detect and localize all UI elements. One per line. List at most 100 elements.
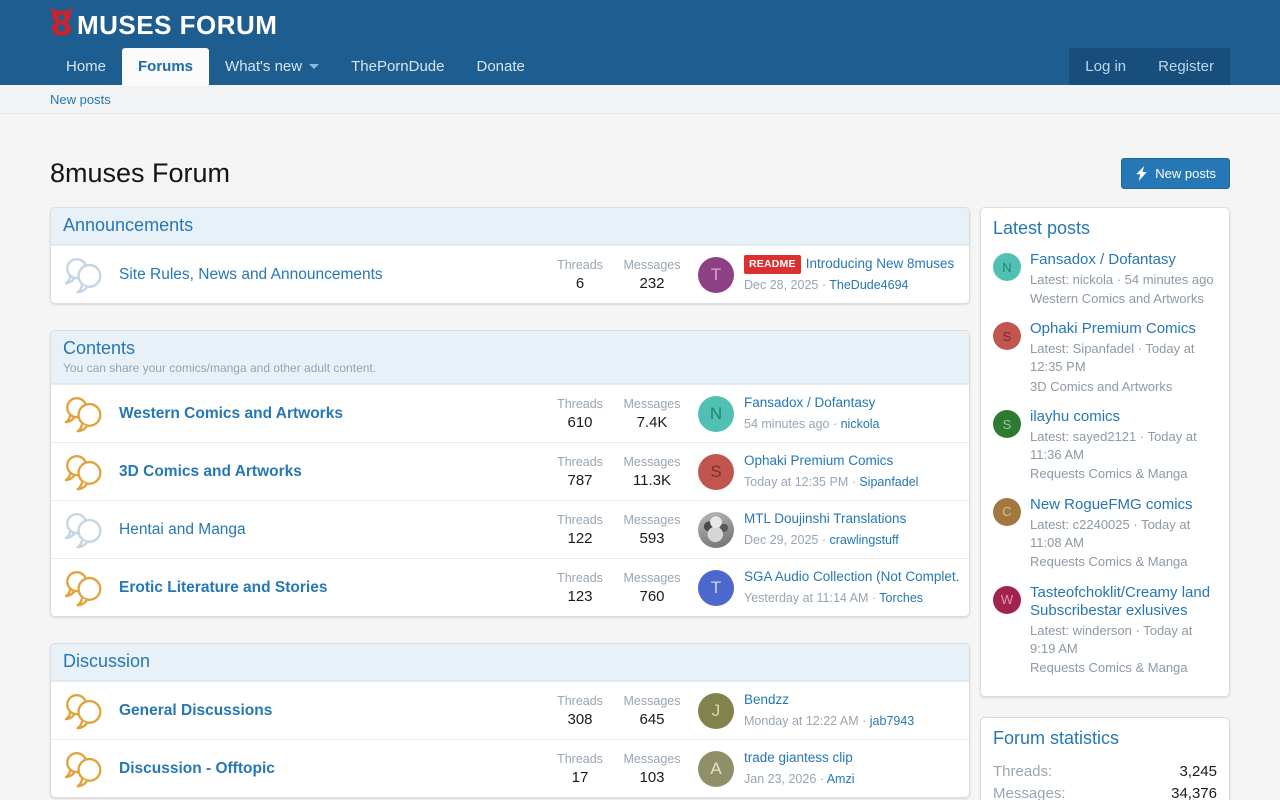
forum-statistics-title: Forum statistics xyxy=(993,727,1120,748)
sidebar: Latest posts N Fansadox / Dofantasy Late… xyxy=(980,207,1230,800)
chat-bubbles-icon xyxy=(64,512,102,548)
latest-thread-link[interactable]: Ophaki Premium Comics xyxy=(744,453,894,469)
forum-statistics-widget: Forum statistics Threads: 3,245 Messages… xyxy=(980,716,1230,800)
stat-messages: Messages: 34,376 xyxy=(993,784,1217,800)
avatar[interactable]: J xyxy=(698,692,734,729)
logo-8-icon: 8 xyxy=(50,4,73,43)
avatar[interactable]: S xyxy=(993,322,1021,351)
forum-title-link[interactable]: 3D Comics and Artworks xyxy=(119,462,302,480)
forum-row-general-discussions: General Discussions Threads 308 Messages… xyxy=(51,681,969,739)
threads-stat: Threads 6 xyxy=(544,258,616,292)
forum-row-3d-comics: 3D Comics and Artworks Threads 787 Messa… xyxy=(51,442,969,500)
forum-title-link[interactable]: Hentai and Manga xyxy=(119,520,246,538)
photo-avatar[interactable] xyxy=(698,511,734,548)
threads-stat: Threads 17 xyxy=(557,751,603,786)
messages-label: Messages xyxy=(623,257,681,272)
latest-post-thread-link[interactable]: Fansadox / Dofantasy xyxy=(1030,251,1176,268)
new-posts-button[interactable]: New posts xyxy=(1121,158,1230,189)
messages-stat: Messages 7.4K xyxy=(623,396,681,431)
avatar[interactable]: T xyxy=(698,256,734,293)
readme-badge: README xyxy=(744,255,801,274)
forum-title-link[interactable]: Site Rules, News and Announcements xyxy=(119,265,383,283)
latest-thread-link[interactable]: Fansadox / Dofantasy xyxy=(744,395,876,411)
avatar[interactable]: T xyxy=(698,569,734,606)
latest-post-thread-link[interactable]: Ophaki Premium Comics xyxy=(1030,320,1196,338)
avatar[interactable]: N xyxy=(993,253,1021,281)
latest-user-link[interactable]: jab7943 xyxy=(869,713,915,728)
nav-tab-theporndude[interactable]: ThePornDude xyxy=(351,58,445,75)
nav-tab-forums[interactable]: Forums xyxy=(122,48,210,86)
messages-stat: Messages 645 xyxy=(623,693,681,728)
latest-post-cell: Bendzz Monday at 12:22 AM · jab7943 xyxy=(744,692,915,728)
new-posts-button-label: New posts xyxy=(1155,166,1216,181)
category-title: Discussion xyxy=(63,651,151,671)
messages-count: 232 xyxy=(639,274,665,292)
latest-thread-link[interactable]: Introducing New 8muses ... xyxy=(805,256,959,272)
auth-box: Log in Register xyxy=(1069,48,1230,85)
threads-stat: Threads 123 xyxy=(557,570,603,605)
avatar[interactable]: C xyxy=(993,497,1021,526)
category-title: Contents xyxy=(63,338,136,358)
site-logo[interactable]: 8 MUSES FORUM xyxy=(50,4,278,43)
latest-user-link[interactable]: Amzi xyxy=(826,771,855,786)
stat-threads: Threads: 3,245 xyxy=(993,762,1217,780)
logo-text: MUSES FORUM xyxy=(76,10,278,40)
chat-bubbles-icon xyxy=(64,693,102,729)
lightning-bolt-icon xyxy=(1136,166,1148,181)
messages-stat: Messages 232 xyxy=(616,258,688,292)
forum-row-site-rules: Site Rules, News and Announcements Threa… xyxy=(51,245,969,303)
forum-title-link[interactable]: General Discussions xyxy=(119,701,273,719)
latest-post-meta: Latest: nickola · 54 minutes ago xyxy=(1030,271,1214,287)
latest-posts-title: Latest posts xyxy=(993,218,1091,238)
latest-post-item: S Ophaki Premium Comics Latest: Sipanfad… xyxy=(993,320,1217,395)
latest-post-forum: Requests Comics & Manga xyxy=(1030,466,1188,482)
latest-post-meta: Latest: Sipanfadel · Today at 12:35 PM xyxy=(1030,341,1195,375)
latest-thread-link[interactable]: Bendzz xyxy=(744,692,790,708)
latest-post-cell: SGA Audio Collection (Not Complet... Yes… xyxy=(744,569,959,605)
latest-date: Dec 29, 2025 xyxy=(744,532,819,547)
avatar[interactable]: S xyxy=(993,410,1021,439)
avatar[interactable]: W xyxy=(993,585,1021,614)
latest-post-thread-link[interactable]: New RogueFMG comics xyxy=(1030,495,1193,513)
latest-user-link[interactable]: TheDude4694 xyxy=(829,277,909,292)
category-header[interactable]: Contents You can share your comics/manga… xyxy=(51,331,969,384)
forum-row-discussion-offtopic: Discussion - Offtopic Threads 17 Message… xyxy=(51,739,969,797)
login-button[interactable]: Log in xyxy=(1085,58,1127,75)
avatar[interactable]: S xyxy=(698,453,734,490)
forum-title-link[interactable]: Erotic Literature and Stories xyxy=(119,578,328,596)
latest-post-cell: README Introducing New 8muses ... Dec 28… xyxy=(744,255,959,292)
forum-title-link[interactable]: Western Comics and Artworks xyxy=(119,404,343,422)
latest-post-cell: MTL Doujinshi Translations Dec 29, 2025 … xyxy=(744,511,907,547)
threads-stat: Threads 610 xyxy=(557,396,603,431)
latest-thread-link[interactable]: MTL Doujinshi Translations xyxy=(744,511,907,527)
avatar[interactable]: A xyxy=(698,750,734,787)
latest-post-item: S ilayhu comics Latest: sayed2121 · Toda… xyxy=(993,408,1217,483)
forum-row-hentai-manga: Hentai and Manga Threads 122 Messages 59… xyxy=(51,500,969,558)
threads-count: 6 xyxy=(575,274,585,292)
category-header[interactable]: Announcements xyxy=(51,208,969,245)
latest-user-link[interactable]: crawlingstuff xyxy=(829,532,899,547)
latest-date: Yesterday at 11:14 AM xyxy=(744,590,869,605)
nav-tab-donate[interactable]: Donate xyxy=(476,58,525,75)
latest-post-cell: trade giantess clip Jan 23, 2026 · Amzi xyxy=(744,750,855,786)
category-header[interactable]: Discussion xyxy=(51,644,969,681)
forum-title-link[interactable]: Discussion - Offtopic xyxy=(119,759,275,777)
category-announcements: Announcements Site Rules, News and Annou… xyxy=(50,207,970,304)
latest-post-meta: Latest: c2240025 · Today at 11:08 AM xyxy=(1030,516,1191,550)
latest-thread-link[interactable]: trade giantess clip xyxy=(744,750,853,766)
latest-thread-link[interactable]: SGA Audio Collection (Not Complet... xyxy=(744,569,959,585)
category-description: You can share your comics/manga and othe… xyxy=(63,361,377,375)
forum-list: Announcements Site Rules, News and Annou… xyxy=(50,207,970,800)
avatar[interactable]: N xyxy=(698,395,734,432)
forum-row-western-comics: Western Comics and Artworks Threads 610 … xyxy=(51,384,969,442)
nav-tab-whats-new[interactable]: What's new xyxy=(209,48,335,85)
latest-user-link[interactable]: Torches xyxy=(879,590,924,605)
latest-post-thread-link[interactable]: Tasteofchoklit/Creamy land Subscribestar… xyxy=(1030,583,1211,620)
messages-stat: Messages 11.3K xyxy=(623,454,681,489)
latest-user-link[interactable]: nickola xyxy=(840,416,880,431)
nav-tab-home[interactable]: Home xyxy=(66,58,107,75)
register-button[interactable]: Register xyxy=(1158,58,1214,75)
latest-user-link[interactable]: Sipanfadel xyxy=(859,474,919,489)
subnav-new-posts-link[interactable]: New posts xyxy=(50,91,111,107)
latest-post-thread-link[interactable]: ilayhu comics xyxy=(1030,408,1121,426)
